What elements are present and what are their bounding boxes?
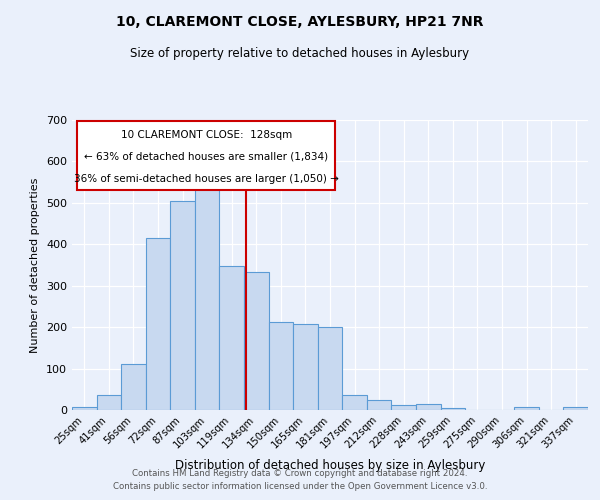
Bar <box>367 400 391 410</box>
Bar <box>121 364 146 410</box>
Bar <box>342 394 367 410</box>
Bar <box>72 406 97 410</box>
Bar <box>146 238 170 410</box>
X-axis label: Distribution of detached houses by size in Aylesbury: Distribution of detached houses by size … <box>175 459 485 472</box>
Text: Contains HM Land Registry data © Crown copyright and database right 2024.: Contains HM Land Registry data © Crown c… <box>132 468 468 477</box>
Bar <box>244 272 269 410</box>
Bar <box>195 172 220 410</box>
Bar <box>440 408 465 410</box>
FancyBboxPatch shape <box>77 122 335 190</box>
Bar <box>318 327 342 410</box>
Bar <box>391 404 416 410</box>
Bar <box>220 266 244 410</box>
Text: 10, CLAREMONT CLOSE, AYLESBURY, HP21 7NR: 10, CLAREMONT CLOSE, AYLESBURY, HP21 7NR <box>116 15 484 29</box>
Bar <box>514 406 539 410</box>
Bar <box>563 406 588 410</box>
Text: Contains public sector information licensed under the Open Government Licence v3: Contains public sector information licen… <box>113 482 487 491</box>
Text: Size of property relative to detached houses in Aylesbury: Size of property relative to detached ho… <box>130 48 470 60</box>
Bar <box>293 324 318 410</box>
Bar <box>97 394 121 410</box>
Y-axis label: Number of detached properties: Number of detached properties <box>31 178 40 352</box>
Bar <box>269 322 293 410</box>
Bar <box>170 201 195 410</box>
Text: 10 CLAREMONT CLOSE:  128sqm: 10 CLAREMONT CLOSE: 128sqm <box>121 130 292 140</box>
Text: 36% of semi-detached houses are larger (1,050) →: 36% of semi-detached houses are larger (… <box>74 174 338 184</box>
Bar <box>416 404 440 410</box>
Text: ← 63% of detached houses are smaller (1,834): ← 63% of detached houses are smaller (1,… <box>84 152 328 162</box>
